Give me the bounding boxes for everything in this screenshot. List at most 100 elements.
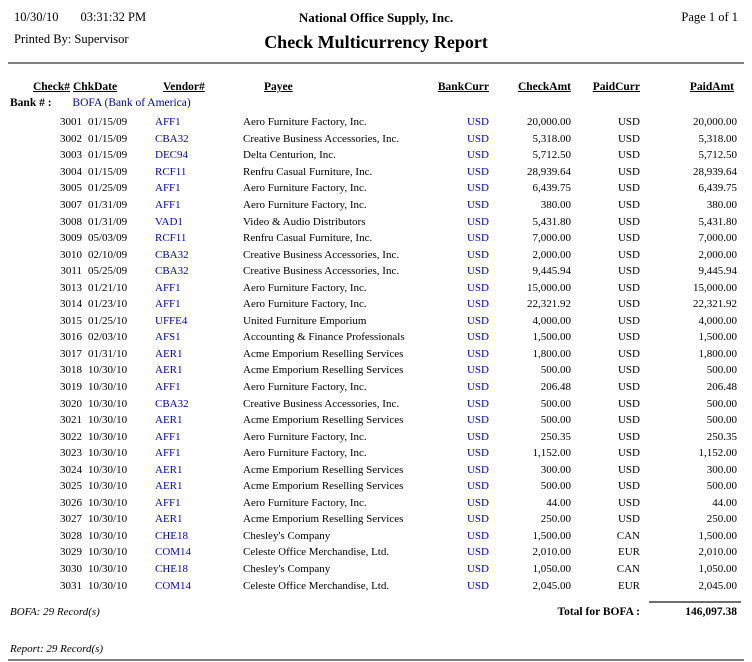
cell-chk-date: 01/31/09 [88, 199, 128, 211]
cell-paid-curr: USD [617, 496, 640, 509]
cell-check-amt: 500.00 [540, 364, 571, 377]
cell-check-amt: 500.00 [540, 414, 571, 427]
cell-bank-curr: USD [466, 480, 489, 493]
table-row: 3023 10/30/10 AFF1 Aero Furniture Factory, … [0, 445, 752, 462]
table-row: 3029 10/30/10 COM14 Celeste Office Merchand… [0, 544, 752, 561]
cell-chk-date: 10/30/10 [88, 447, 128, 460]
cell-payee: Creative Business Accessories, Inc. [243, 248, 400, 261]
cell-check-number: 3026 [60, 496, 82, 509]
table-row: 3027 10/30/10 AER1 Acme Emporium Reselling … [0, 511, 752, 528]
cell-vendor-code: AFS1 [155, 331, 181, 344]
cell-chk-date: 10/30/10 [88, 496, 128, 509]
cell-payee: Acme Emporium Reselling Services [243, 347, 404, 360]
cell-check-amt: 206.48 [540, 381, 571, 394]
total-underline [649, 600, 741, 603]
cell-payee: Delta Centurion, Inc. [243, 149, 336, 162]
cell-payee: Celeste Office Merchandise, Ltd. [243, 579, 390, 592]
cell-check-number: 3021 [60, 414, 82, 427]
cell-check-number: 3007 [60, 199, 82, 211]
cell-check-amt: 28,939.64 [527, 165, 571, 178]
table-row: 3007 01/31/09 AFF1 Aero Furniture Factory, … [0, 197, 752, 214]
footer-divider [8, 658, 744, 661]
cell-chk-date: 02/10/09 [88, 248, 128, 261]
table-row: 3011 05/25/09 CBA32 Creative Business Acces… [0, 263, 752, 280]
bank-total-value: 146,097.38 [685, 606, 737, 619]
cell-vendor-code: CHE18 [155, 529, 188, 542]
cell-payee: Acme Emporium Reselling Services [243, 513, 404, 526]
cell-paid-amt: 2,010.00 [698, 546, 738, 559]
table-row: 3015 01/25/10 UFFE4 United Furniture Empori… [0, 313, 752, 330]
cell-paid-amt: 250.00 [706, 513, 737, 526]
cell-chk-date: 01/31/10 [88, 347, 128, 360]
cell-check-amt: 300.00 [540, 463, 571, 476]
cell-chk-date: 10/30/10 [88, 463, 128, 476]
header-divider [8, 62, 744, 64]
cell-bank-curr: USD [466, 447, 489, 460]
cell-paid-amt: 380.00 [706, 199, 737, 211]
cell-check-amt: 500.00 [540, 397, 571, 410]
cell-check-amt: 500.00 [540, 480, 571, 493]
cell-paid-amt: 22,321.92 [693, 298, 737, 311]
cell-bank-curr: USD [466, 529, 489, 542]
cell-paid-curr: USD [617, 132, 640, 145]
table-row: 3018 10/30/10 AER1 Acme Emporium Reselling … [0, 362, 752, 379]
cell-chk-date: 01/15/09 [88, 116, 128, 129]
cell-bank-curr: USD [466, 381, 489, 394]
cell-check-amt: 380.00 [540, 199, 571, 211]
cell-payee: Acme Emporium Reselling Services [243, 364, 404, 377]
cell-check-amt: 44.00 [546, 496, 571, 509]
cell-bank-curr: USD [466, 546, 489, 559]
table-row: 3008 01/31/09 VAD1 Video & Audio Distributo… [0, 213, 752, 230]
cell-check-number: 3019 [60, 381, 82, 394]
cell-paid-curr: USD [617, 215, 640, 228]
cell-check-amt: 15,000.00 [527, 281, 571, 294]
cell-chk-date: 10/30/10 [88, 579, 128, 592]
cell-bank-curr: USD [466, 331, 489, 344]
cell-payee: Video & Audio Distributors [243, 215, 366, 228]
cell-check-number: 3028 [60, 529, 82, 542]
cell-paid-amt: 9,445.94 [698, 265, 738, 278]
cell-payee: Aero Furniture Factory, Inc. [243, 182, 367, 195]
cell-check-number: 3023 [60, 447, 82, 460]
bank-value: BOFA (Bank of America) [72, 97, 191, 109]
cell-chk-date: 10/30/10 [88, 364, 128, 377]
cell-paid-curr: CAN [616, 529, 640, 542]
header-center: National Office Supply, Inc. Check Multi… [0, 10, 752, 53]
cell-check-number: 3027 [60, 513, 82, 526]
table-row: 3020 10/30/10 CBA32 Creative Business Acces… [0, 395, 752, 412]
report-title: Check Multicurrency Report [264, 32, 488, 52]
cell-bank-curr: USD [466, 149, 489, 162]
cell-bank-curr: USD [466, 215, 489, 228]
table-row: 3014 01/23/10 AFF1 Aero Furniture Factory, … [0, 296, 752, 313]
cell-check-amt: 7,000.00 [532, 232, 572, 245]
cell-check-number: 3022 [60, 430, 82, 443]
cell-paid-curr: USD [617, 232, 640, 245]
cell-payee: Chesley's Company [243, 563, 331, 576]
cell-payee: Aero Furniture Factory, Inc. [243, 430, 367, 443]
cell-bank-curr: USD [466, 132, 489, 145]
cell-bank-curr: USD [466, 199, 489, 211]
cell-bank-curr: USD [466, 116, 489, 129]
cell-check-number: 3010 [60, 248, 82, 261]
cell-paid-curr: USD [617, 281, 640, 294]
cell-chk-date: 01/25/09 [88, 182, 128, 195]
cell-check-amt: 250.35 [540, 430, 571, 443]
cell-check-number: 3001 [60, 116, 82, 129]
print-date: 10/30/10 [14, 10, 59, 24]
cell-chk-date: 01/23/10 [88, 298, 128, 311]
cell-paid-amt: 500.00 [706, 364, 737, 377]
cell-paid-amt: 1,050.00 [698, 563, 738, 576]
cell-check-amt: 22,321.92 [527, 298, 571, 311]
cell-paid-amt: 20,000.00 [693, 116, 737, 129]
cell-bank-curr: USD [466, 347, 489, 360]
cell-check-amt: 1,800.00 [532, 347, 572, 360]
cell-check-number: 3017 [60, 347, 82, 360]
cell-check-number: 3014 [60, 298, 82, 311]
cell-vendor-code: COM14 [155, 546, 192, 559]
cell-check-amt: 4,000.00 [532, 314, 572, 327]
cell-payee: Aero Furniture Factory, Inc. [243, 116, 367, 129]
cell-bank-curr: USD [466, 248, 489, 261]
cell-vendor-code: RCF11 [155, 232, 187, 245]
cell-chk-date: 10/30/10 [88, 513, 128, 526]
cell-paid-amt: 5,431.80 [698, 215, 738, 228]
